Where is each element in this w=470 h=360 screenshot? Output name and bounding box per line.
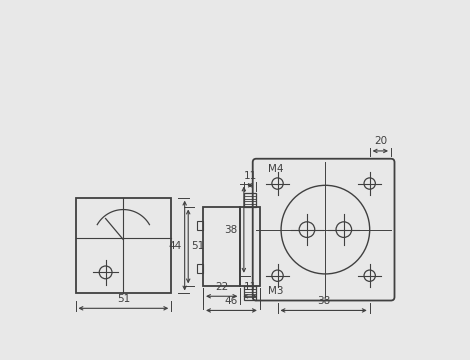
Bar	[244, 193, 256, 207]
Bar	[76, 198, 171, 293]
Text: 46: 46	[225, 296, 238, 306]
Bar	[197, 264, 203, 273]
Bar	[197, 221, 203, 230]
Text: 51: 51	[191, 240, 204, 251]
Text: 51: 51	[117, 294, 130, 304]
Text: 38: 38	[224, 225, 237, 235]
Text: 44: 44	[169, 242, 182, 251]
Text: M3: M3	[268, 285, 283, 296]
Text: 22: 22	[215, 282, 228, 292]
Text: 11: 11	[243, 282, 257, 292]
Bar	[203, 207, 240, 286]
Text: 38: 38	[317, 296, 330, 306]
Text: M4: M4	[268, 164, 283, 174]
Text: 20: 20	[374, 136, 387, 146]
Text: 11: 11	[243, 171, 257, 181]
Bar	[244, 286, 256, 300]
Bar	[240, 207, 260, 286]
